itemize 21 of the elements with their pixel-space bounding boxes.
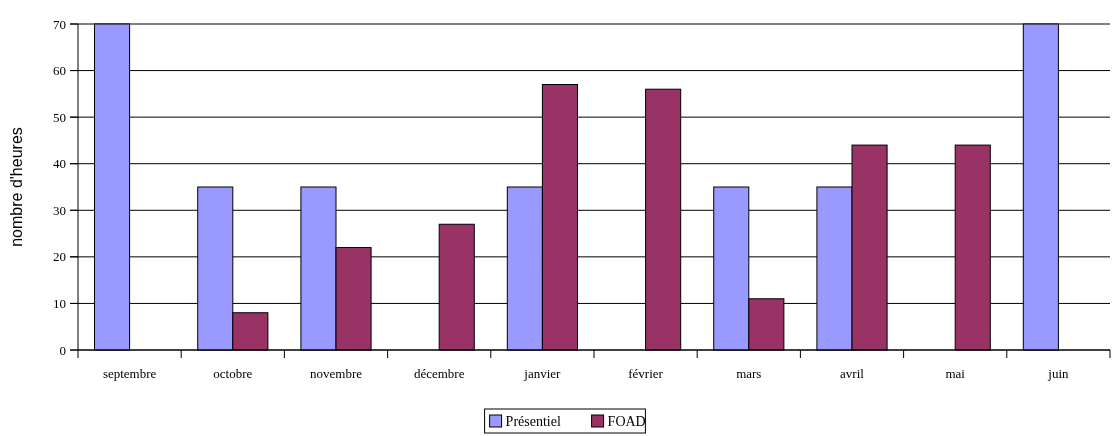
y-tick-label: 30 — [53, 202, 66, 218]
x-tick-label: juin — [1047, 366, 1070, 381]
x-tick-label: avril — [840, 366, 865, 381]
legend-label: Présentiel — [505, 414, 561, 429]
x-tick-label: octobre — [213, 366, 253, 381]
y-tick-label: 70 — [53, 16, 66, 32]
x-tick-label: septembre — [102, 366, 157, 381]
x-tick-label: mars — [736, 366, 762, 381]
y-axis-title: nombre d'heures — [8, 127, 25, 247]
x-tick-label: novembre — [310, 366, 363, 381]
y-tick-label: 0 — [59, 342, 66, 358]
legend-label: FOAD — [607, 414, 646, 429]
x-tick-label: janvier — [523, 366, 562, 381]
x-tick-label: mai — [945, 366, 966, 381]
y-tick-label: 50 — [53, 109, 66, 125]
y-tick-label: 20 — [53, 249, 66, 265]
y-tick-label: 10 — [53, 295, 66, 311]
y-tick-label: 60 — [53, 63, 66, 79]
x-tick-label: décembre — [413, 366, 465, 381]
x-tick-label: février — [628, 366, 664, 381]
y-tick-label: 40 — [53, 156, 66, 172]
